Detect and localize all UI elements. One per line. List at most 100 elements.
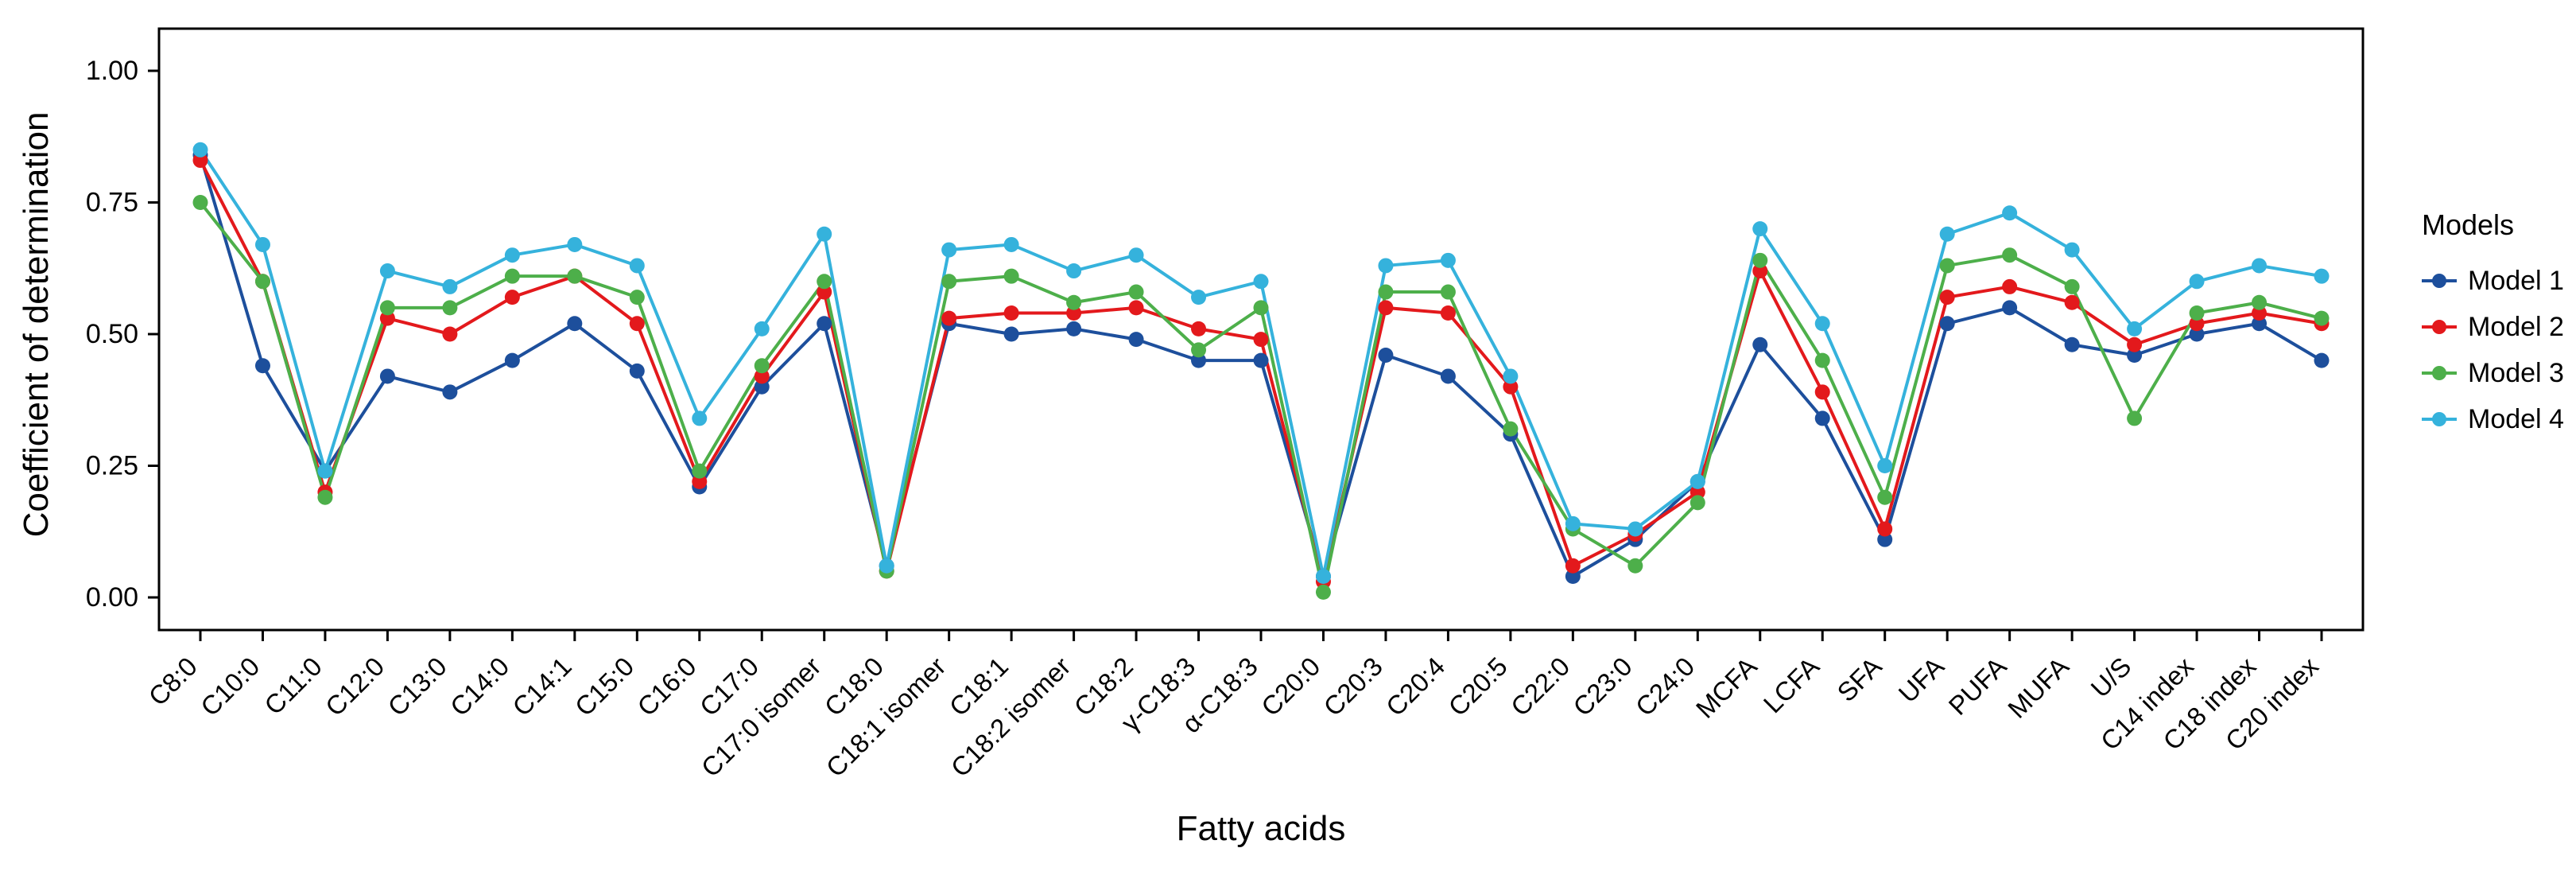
x-tick-label: MCFA [1690,652,1763,724]
series-point-2 [1128,300,1144,316]
series-point-1 [817,316,832,332]
series-point-4 [879,558,894,574]
series-point-2 [442,326,458,342]
series-point-4 [629,258,645,274]
series-point-4 [1315,569,1331,585]
series-point-3 [1315,584,1331,600]
series-point-3 [1503,421,1519,437]
series-point-2 [1503,379,1519,395]
series-point-4 [1814,316,1830,332]
series-point-2 [1814,384,1830,400]
series-point-4 [504,247,520,263]
x-tick-label: U/S [2085,652,2136,703]
series-point-1 [1565,569,1581,585]
series-point-3 [2189,305,2205,321]
series-point-1 [1003,326,1019,342]
series-point-4 [754,321,770,336]
series-point-4 [1503,368,1519,384]
series-point-3 [1690,495,1705,511]
series-point-4 [1877,458,1893,473]
series-point-3 [1752,252,1768,268]
series-point-1 [1939,316,1955,332]
series-point-1 [1128,332,1144,348]
y-axis-title: Coefficient of determination [17,111,56,538]
series-point-2 [629,316,645,332]
series-point-1 [254,358,270,374]
series-point-1 [379,368,395,384]
legend-item-label: Model 4 [2468,403,2564,434]
series-point-4 [1253,274,1269,290]
series-point-2 [692,473,708,489]
series-point-4 [2189,274,2205,290]
series-point-2 [1378,300,1394,316]
series-point-2 [941,310,957,326]
series-point-1 [1191,352,1207,368]
series-point-3 [2252,294,2268,310]
x-axis-title: Fatty acids [1176,809,1346,848]
x-tick-label: SFA [1831,652,1887,707]
legend-title: Models [2422,208,2515,241]
series-point-3 [1627,558,1643,574]
legend: Models Model 1 Model 2 Model 3 Model 4 [2420,208,2576,442]
series-point-2 [1690,484,1705,500]
y-tick-label: 0.25 [86,451,138,481]
series-point-3 [2002,247,2018,263]
series-point-1 [442,384,458,400]
series-point-3 [941,274,957,290]
series-point-1 [1440,368,1456,384]
series-point-1 [2002,300,2018,316]
series-point-1 [2252,316,2268,332]
series-point-3 [1877,489,1893,505]
x-tick-label: C11:0 [258,652,328,721]
y-tick-label: 0.50 [86,319,138,349]
series-point-4 [1939,226,1955,242]
x-tick-label: C13:0 [382,652,452,722]
series-point-2 [1066,305,1082,321]
x-tick-label: C20:4 [1380,652,1450,722]
series-point-3 [2064,278,2080,294]
x-tick-label: C14:1 [506,652,576,722]
x-tick-label: PUFA [1942,652,2012,721]
series-point-3 [192,195,208,210]
series-point-3 [504,268,520,284]
series-point-2 [817,284,832,300]
x-tick-label: C8:0 [142,652,202,711]
series-point-3 [1003,268,1019,284]
legend-item-label: Model 2 [2468,311,2564,342]
series-point-2 [2189,316,2205,332]
series-point-2 [2127,336,2143,352]
legend-item-label: Model 3 [2468,357,2564,388]
series-point-4 [442,278,458,294]
series-point-2 [1877,521,1893,537]
x-tick-label: C10:0 [195,652,265,722]
series-point-4 [1690,473,1705,489]
series-point-1 [629,363,645,379]
series-point-1 [1253,352,1269,368]
series-point-4 [1128,247,1144,263]
series-point-2 [2002,278,2018,294]
series-point-4 [1066,263,1082,279]
y-tick-label: 0.00 [86,582,138,613]
series-point-3 [1939,258,1955,274]
series-point-3 [1128,284,1144,300]
series-point-3 [629,290,645,305]
series-point-1 [2064,336,2080,352]
series-point-1 [754,379,770,395]
series-point-3 [1191,342,1207,358]
series-point-4 [2127,321,2143,336]
series-point-2 [1752,263,1768,279]
series-point-3 [442,300,458,316]
legend-item-label: Model 1 [2468,265,2564,296]
series-point-2 [1939,290,1955,305]
series-point-3 [254,274,270,290]
series-point-3 [1440,284,1456,300]
x-tick-label: C14:0 [444,652,514,722]
series-point-3 [692,463,708,479]
series-point-4 [317,463,333,479]
series-point-2 [1003,305,1019,321]
series-point-3 [317,489,333,505]
legend-item-2: Model 2 [2420,304,2576,350]
series-point-4 [1440,252,1456,268]
series-point-3 [1066,294,1082,310]
